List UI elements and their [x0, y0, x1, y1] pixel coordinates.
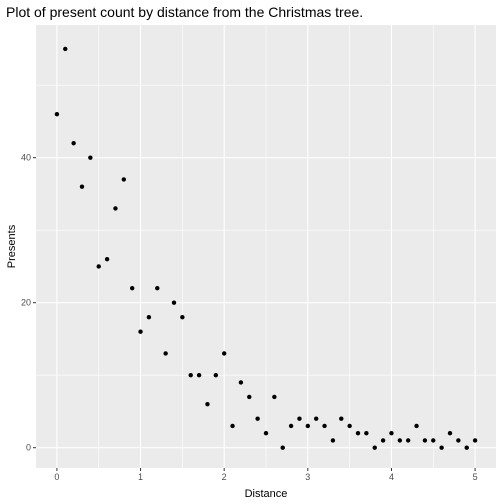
data-point	[230, 423, 235, 429]
data-point	[54, 111, 60, 117]
data-point	[288, 423, 294, 429]
data-point	[113, 206, 118, 211]
data-point	[472, 438, 478, 443]
x-tick-label: 3	[305, 472, 310, 482]
data-point	[71, 140, 76, 146]
y-tick-label: 20	[21, 298, 31, 308]
data-point	[96, 264, 101, 269]
data-point	[313, 416, 319, 421]
data-point	[380, 438, 386, 443]
data-point	[355, 430, 361, 436]
data-point	[163, 351, 168, 356]
data-point	[63, 46, 68, 52]
data-point	[104, 256, 110, 262]
data-point	[280, 445, 285, 450]
data-point	[121, 177, 127, 182]
data-point	[129, 285, 135, 291]
data-point	[196, 372, 202, 378]
data-point	[447, 430, 453, 436]
x-axis: 0 1 2 3 4 5	[54, 468, 478, 482]
data-point	[397, 438, 403, 443]
data-point	[297, 416, 302, 421]
data-point	[138, 329, 143, 334]
data-point	[347, 423, 352, 429]
data-point	[255, 416, 260, 421]
data-point	[247, 394, 252, 400]
data-point	[322, 423, 327, 429]
data-point	[205, 401, 210, 407]
data-point	[180, 314, 185, 320]
data-point	[188, 372, 193, 378]
data-point	[330, 438, 336, 443]
y-tick-label: 0	[26, 443, 31, 453]
data-point	[79, 184, 85, 189]
data-point	[305, 423, 311, 429]
data-point	[405, 438, 411, 443]
x-tick-label: 1	[138, 472, 143, 482]
y-tick-label: 40	[21, 153, 31, 163]
data-point	[439, 445, 444, 450]
data-point	[221, 351, 227, 356]
data-point	[389, 430, 394, 436]
data-point	[88, 155, 93, 160]
y-axis: 0 20 40	[21, 153, 36, 453]
x-tick-label: 2	[222, 472, 227, 482]
data-point	[431, 438, 436, 443]
data-point	[464, 445, 469, 450]
data-point	[213, 372, 219, 378]
grid-major	[36, 25, 496, 468]
x-tick-label: 5	[473, 472, 478, 482]
x-tick-label: 4	[389, 472, 394, 482]
data-point	[155, 285, 160, 291]
data-point	[339, 416, 344, 421]
data-point	[238, 380, 244, 385]
x-tick-label: 0	[54, 472, 59, 482]
data-point	[372, 445, 377, 450]
data-point	[364, 430, 369, 436]
data-point	[272, 394, 277, 400]
data-point	[146, 314, 152, 320]
data-point	[456, 438, 461, 443]
chart-title: Plot of present count by distance from t…	[6, 4, 363, 20]
x-axis-title: Distance	[245, 488, 288, 500]
data-point	[263, 430, 269, 436]
data-points	[54, 46, 478, 450]
data-point	[171, 300, 177, 305]
data-point	[414, 423, 419, 429]
data-point	[422, 438, 428, 443]
grid-minor	[36, 25, 496, 468]
y-axis-title: Presents	[6, 224, 18, 268]
